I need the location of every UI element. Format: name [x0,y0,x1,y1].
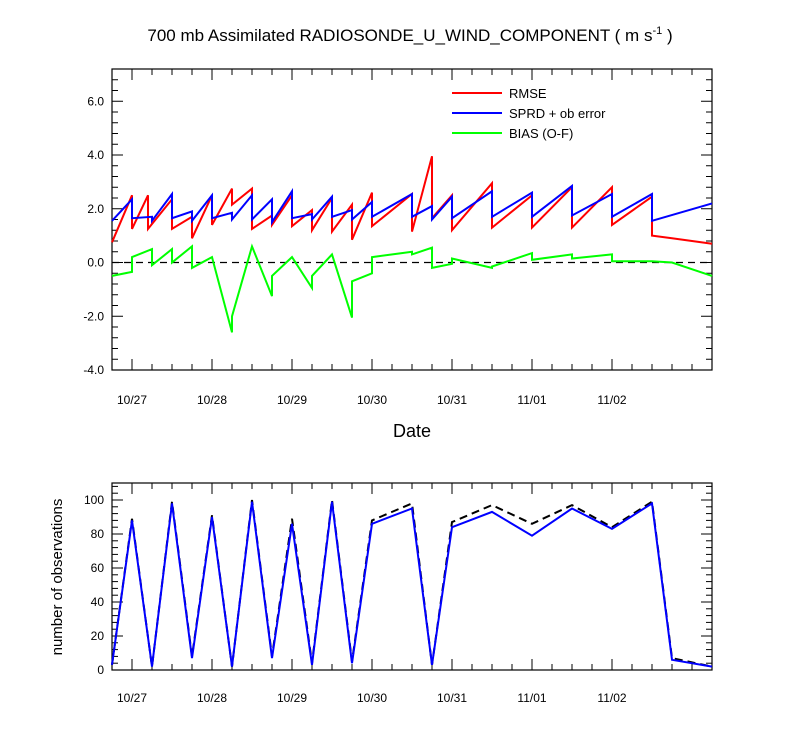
chart-title-sup: -1 [652,25,662,37]
legend-label: SPRD + ob error [509,106,606,121]
y-tick-label: 100 [84,493,104,507]
y-tick-label: -4.0 [83,363,104,377]
x-tick-label: 10/28 [197,691,227,705]
legend-label: BIAS (O-F) [509,126,573,141]
series-line-bias-o-f- [111,243,713,333]
x-tick-label: 10/27 [117,691,147,705]
x-tick-label: 10/27 [117,393,147,407]
y-tick-label: 40 [91,595,105,609]
x-tick-label: 11/02 [597,691,626,705]
x-tick-label: 10/29 [277,691,307,705]
rmse-bias-plot: 10/27 10/28 10/29 10/30 10/31 11/01 11/02 -4.0 -… [83,68,713,407]
y-tick-label: 80 [91,527,105,541]
y-tick-label: 4.0 [87,148,104,162]
x-tick-label: 11/01 [517,393,546,407]
x-tick-label: 10/31 [437,393,467,407]
y-axis-label-observations: number of observations [49,499,66,656]
y-tick-label: 0 [97,663,104,677]
x-tick-label: 10/30 [357,691,387,705]
legend-label: RMSE [509,86,547,101]
series-line-used [111,501,713,668]
x-tick-label: 10/28 [197,393,227,407]
x-tick-label: 10/29 [277,393,307,407]
chart-title-main: 700 mb Assimilated RADIOSONDE_U_WIND_COM… [147,26,652,45]
y-tick-label: 2.0 [87,202,104,216]
chart-title: 700 mb Assimilated RADIOSONDE_U_WIND_COM… [147,25,672,45]
y-tick-label: 6.0 [87,94,104,108]
y-tick-label: 20 [91,629,105,643]
y-tick-label: 0.0 [87,256,104,270]
x-axis-label: Date [393,421,431,441]
y-tick-label: 60 [91,561,105,575]
x-tick-label: 11/02 [597,393,626,407]
observation-count-plot: 10/27 10/28 10/29 10/30 10/31 11/01 11/02 0 20 40… [84,482,713,705]
x-tick-label: 11/01 [517,691,546,705]
y-tick-label: -2.0 [83,309,104,323]
chart-title-end: ) [662,26,672,45]
series-line-rmse [111,156,713,245]
series-line-sprd-ob-error [111,183,713,226]
x-tick-label: 10/30 [357,393,387,407]
x-tick-label: 10/31 [437,691,467,705]
